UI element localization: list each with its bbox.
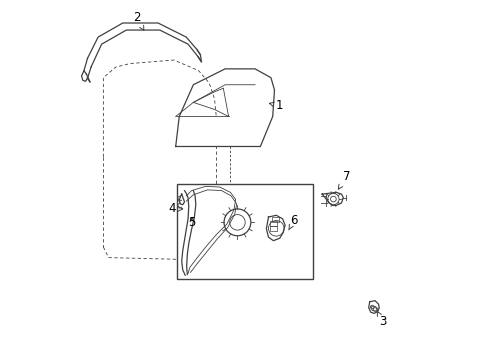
- Text: 7: 7: [338, 170, 350, 189]
- Text: 4: 4: [168, 202, 183, 215]
- Bar: [269, 221, 276, 226]
- Text: 3: 3: [377, 311, 386, 328]
- Text: 1: 1: [269, 99, 283, 112]
- Text: 6: 6: [288, 214, 297, 230]
- Bar: [271, 217, 279, 222]
- Bar: [269, 226, 276, 231]
- Bar: [177, 184, 313, 279]
- Text: 5: 5: [188, 216, 196, 229]
- Text: 2: 2: [133, 11, 143, 30]
